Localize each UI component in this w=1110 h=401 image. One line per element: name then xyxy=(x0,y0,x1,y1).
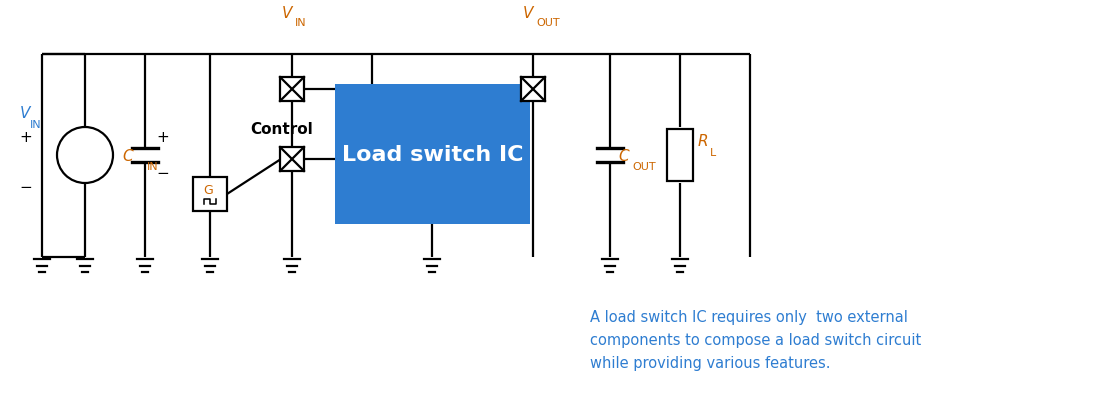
Text: OUT: OUT xyxy=(536,18,559,28)
Text: V: V xyxy=(20,106,30,121)
Text: +: + xyxy=(157,130,170,145)
Text: V: V xyxy=(523,6,534,21)
Text: IN: IN xyxy=(295,18,306,28)
Bar xyxy=(521,78,545,102)
Text: −: − xyxy=(157,166,170,181)
Text: R: R xyxy=(698,134,708,149)
Text: IN: IN xyxy=(30,120,42,130)
Text: +: + xyxy=(20,130,32,145)
Text: −: − xyxy=(20,180,32,195)
Text: IN: IN xyxy=(147,162,159,172)
Bar xyxy=(280,78,304,102)
Text: Control: Control xyxy=(250,122,313,137)
Text: C: C xyxy=(122,149,133,164)
Bar xyxy=(667,130,693,182)
Text: Load switch IC: Load switch IC xyxy=(342,145,523,164)
Text: OUT: OUT xyxy=(632,162,656,172)
Text: V: V xyxy=(282,6,292,21)
Text: L: L xyxy=(710,148,716,158)
Bar xyxy=(280,148,304,172)
Circle shape xyxy=(57,128,113,184)
Bar xyxy=(335,85,529,225)
Text: A load switch IC requires only  two external
components to compose a load switch: A load switch IC requires only two exter… xyxy=(591,309,921,370)
Text: G: G xyxy=(203,184,213,197)
Bar xyxy=(193,178,228,211)
Text: C: C xyxy=(618,149,628,164)
